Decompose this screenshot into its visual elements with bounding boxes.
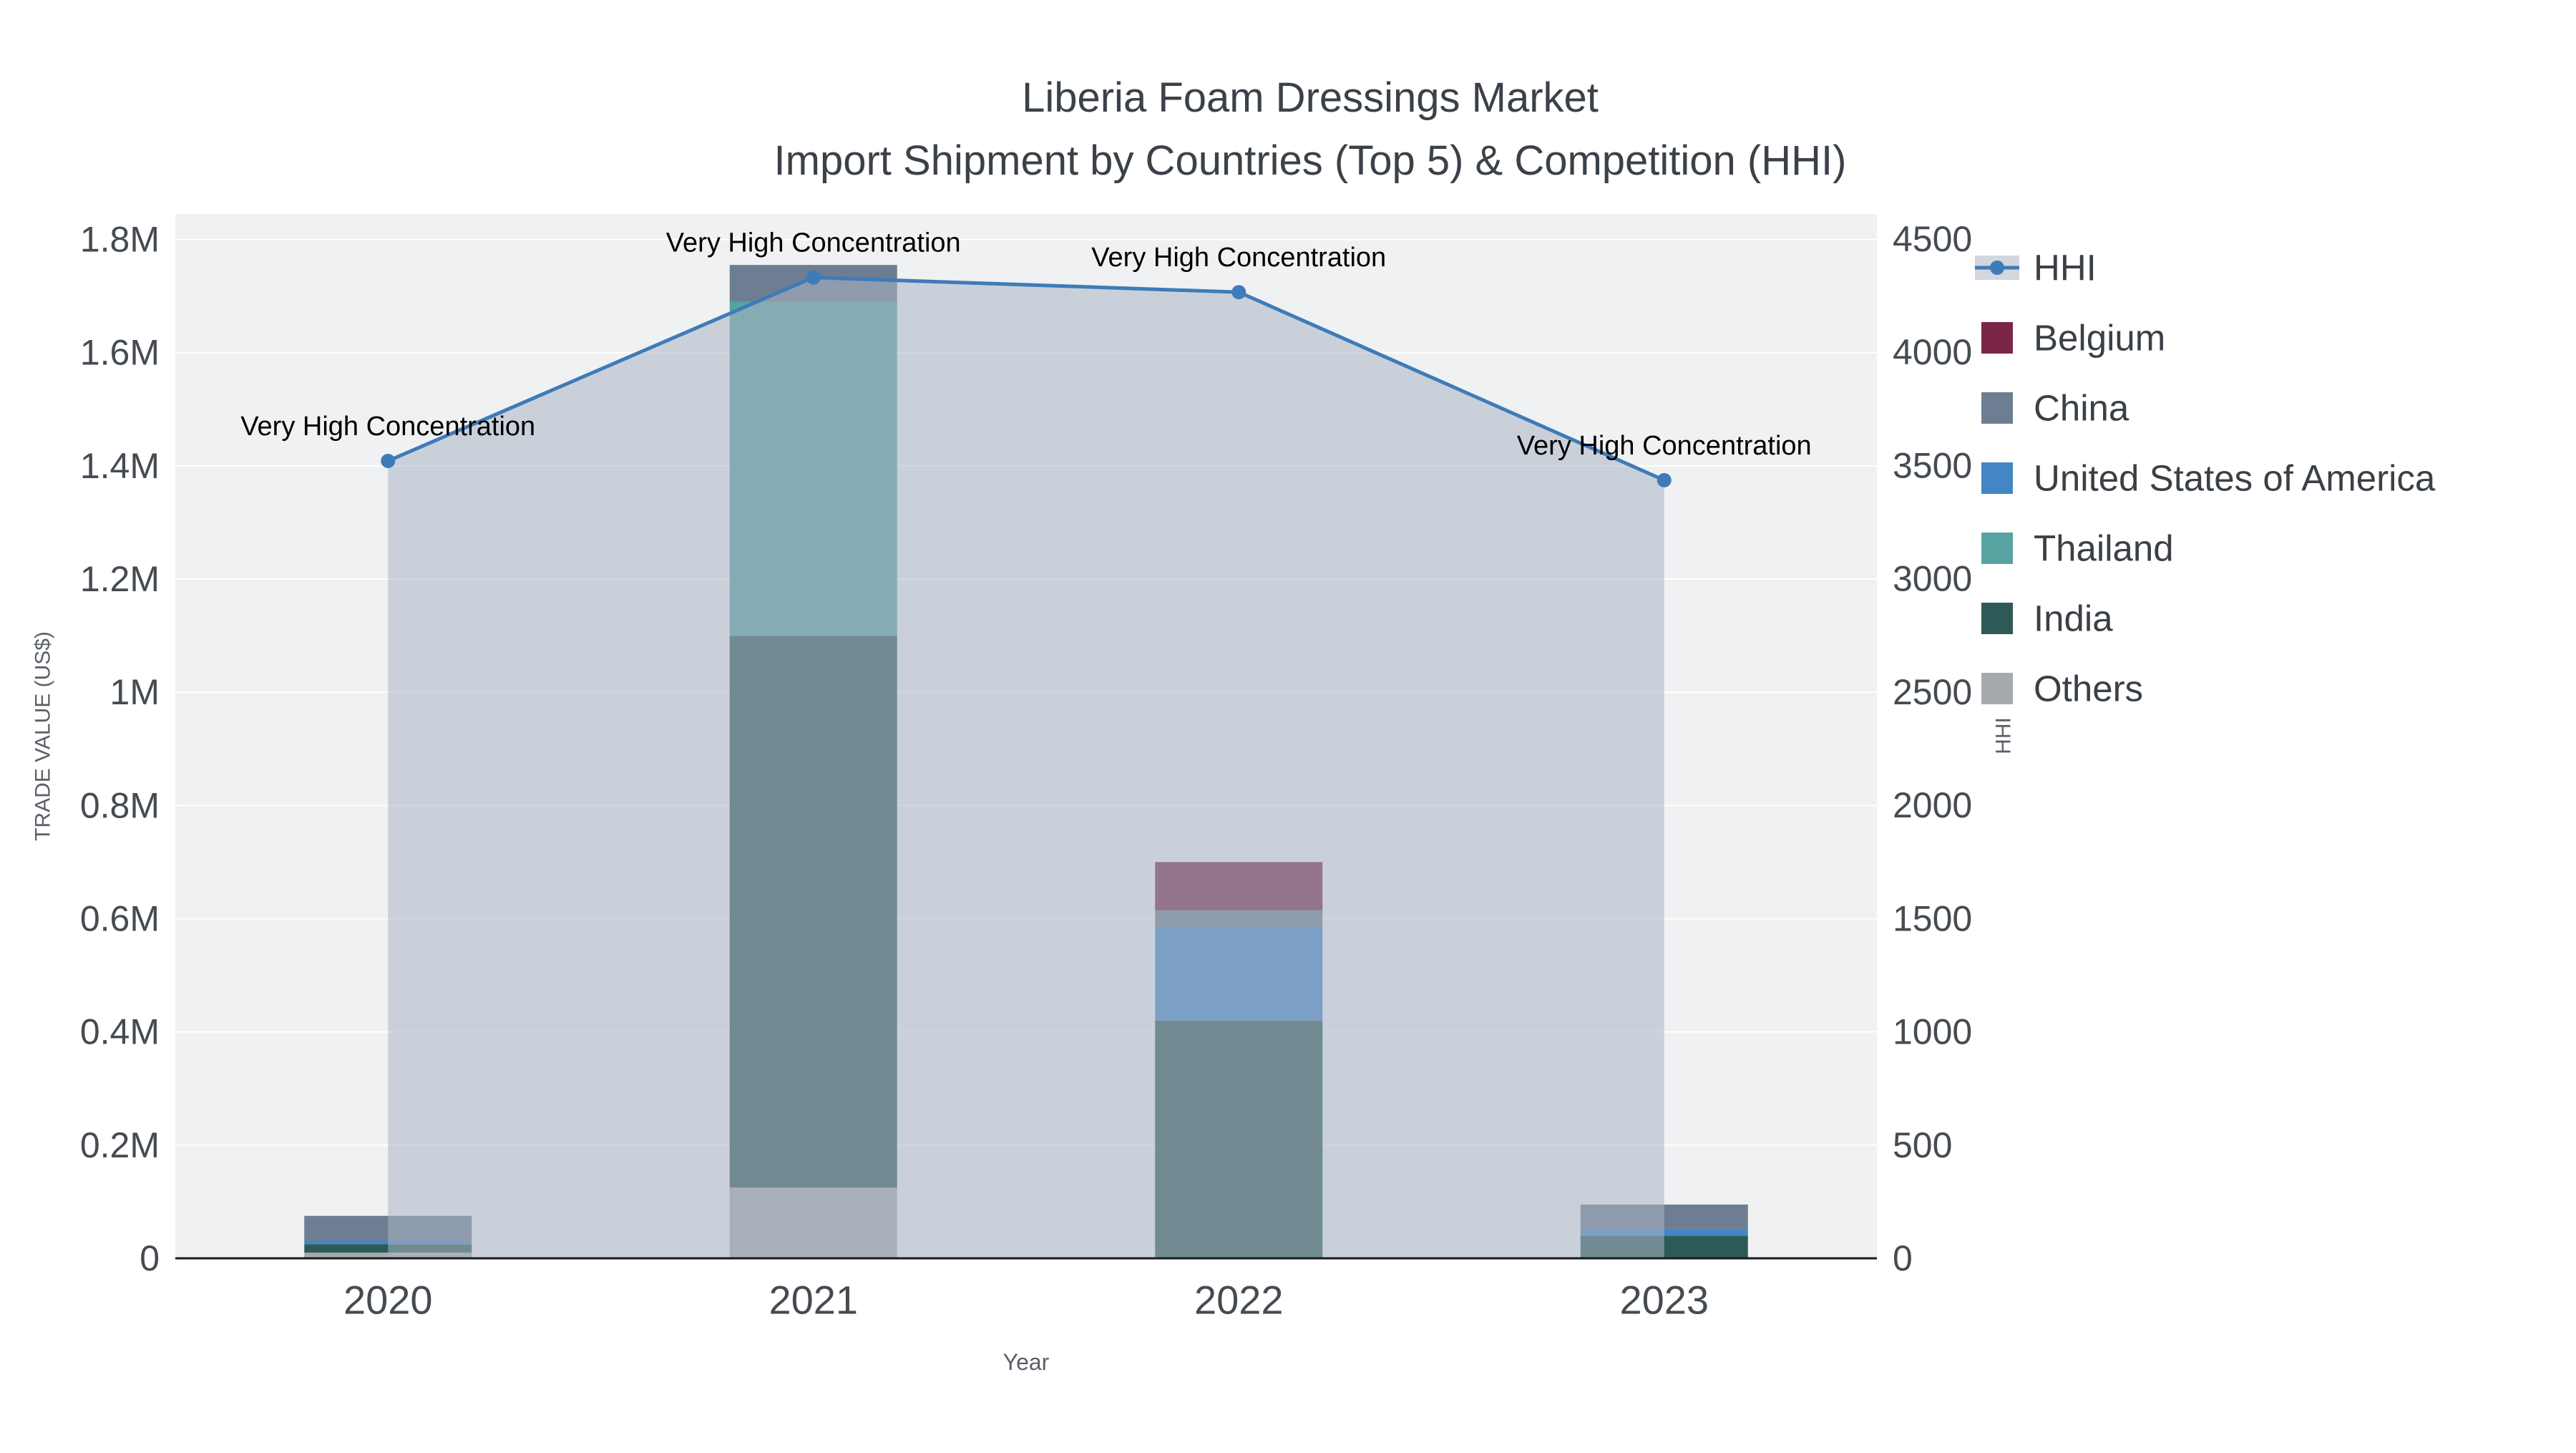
- left-axis-tick: 1.4M: [80, 446, 160, 486]
- left-axis-tick: 0: [140, 1238, 160, 1278]
- legend-swatch: [1981, 462, 2013, 494]
- legend-item-thailand[interactable]: Thailand: [1981, 528, 2174, 569]
- legend-swatch: [1981, 603, 2013, 634]
- x-axis-tick-2022: 2022: [1194, 1278, 1284, 1323]
- right-axis-tick: 3500: [1893, 445, 1972, 485]
- left-axis-tick: 0.6M: [80, 899, 160, 939]
- legend-swatch: [1981, 533, 2013, 564]
- legend-label: HHI: [2034, 248, 2097, 288]
- legend-swatch: [1981, 673, 2013, 704]
- right-axis-title: HHI: [1992, 717, 2016, 754]
- hhi-line: [387, 276, 1665, 482]
- right-axis-tick: 2500: [1893, 672, 1972, 712]
- hhi-area-fill: [388, 277, 1664, 1258]
- legend-label: Belgium: [2034, 318, 2165, 359]
- legend-item-india[interactable]: India: [1981, 598, 2113, 639]
- right-axis-tick: 1000: [1893, 1012, 1972, 1052]
- annotation-2020: Very High Concentration: [240, 412, 535, 442]
- legend-item-united-states-of-america[interactable]: United States of America: [1981, 458, 2436, 499]
- right-axis-tick: 2000: [1893, 785, 1972, 825]
- left-axis-tick: 1.2M: [80, 559, 160, 599]
- right-axis-tick: 3000: [1893, 559, 1972, 599]
- chart-title: Liberia Foam Dressings Market: [1022, 74, 1599, 121]
- right-axis-tick: 4500: [1893, 219, 1972, 259]
- right-axis-tick: 1500: [1893, 898, 1972, 938]
- legend-item-china[interactable]: China: [1981, 388, 2129, 429]
- legend-hhi-marker: [1990, 261, 2004, 275]
- legend-item-others[interactable]: Others: [1981, 669, 2143, 709]
- legend-label: Thailand: [2034, 528, 2174, 569]
- left-axis-title: TRADE VALUE (US$): [31, 631, 55, 841]
- annotation-2021: Very High Concentration: [666, 228, 961, 258]
- legend-item-hhi[interactable]: HHI: [1975, 248, 2097, 288]
- left-axis-tick: 0.2M: [80, 1125, 160, 1165]
- legend-item-belgium[interactable]: Belgium: [1981, 318, 2165, 359]
- hhi-marker-2021: [806, 270, 821, 285]
- right-axis-tick: 4000: [1893, 332, 1972, 372]
- annotation-2022: Very High Concentration: [1091, 243, 1386, 273]
- legend-label: India: [2034, 598, 2113, 639]
- left-axis-tick: 1M: [110, 672, 160, 712]
- legend-swatch: [1981, 322, 2013, 354]
- x-axis-tick-2023: 2023: [1619, 1278, 1709, 1323]
- legend-swatch: [1981, 392, 2013, 424]
- chart-subtitle: Import Shipment by Countries (Top 5) & C…: [774, 137, 1847, 184]
- hhi-marker-2023: [1657, 472, 1672, 487]
- legend-label: United States of America: [2034, 458, 2436, 499]
- hhi-marker-2022: [1231, 285, 1246, 300]
- right-axis-tick: 500: [1893, 1125, 1952, 1165]
- x-axis-title: Year: [1003, 1349, 1050, 1375]
- x-axis-tick-2021: 2021: [769, 1278, 858, 1323]
- x-axis-tick-2020: 2020: [343, 1278, 433, 1323]
- left-axis-tick: 0.4M: [80, 1012, 160, 1052]
- left-axis-tick: 0.8M: [80, 785, 160, 825]
- annotation-2023: Very High Concentration: [1517, 431, 1812, 461]
- hhi-marker-2020: [381, 453, 396, 468]
- legend-label: China: [2034, 388, 2129, 429]
- left-axis-tick: 1.6M: [80, 333, 160, 373]
- legend-label: Others: [2034, 669, 2143, 709]
- right-axis-tick: 0: [1893, 1238, 1913, 1278]
- left-axis-tick: 1.8M: [80, 220, 160, 260]
